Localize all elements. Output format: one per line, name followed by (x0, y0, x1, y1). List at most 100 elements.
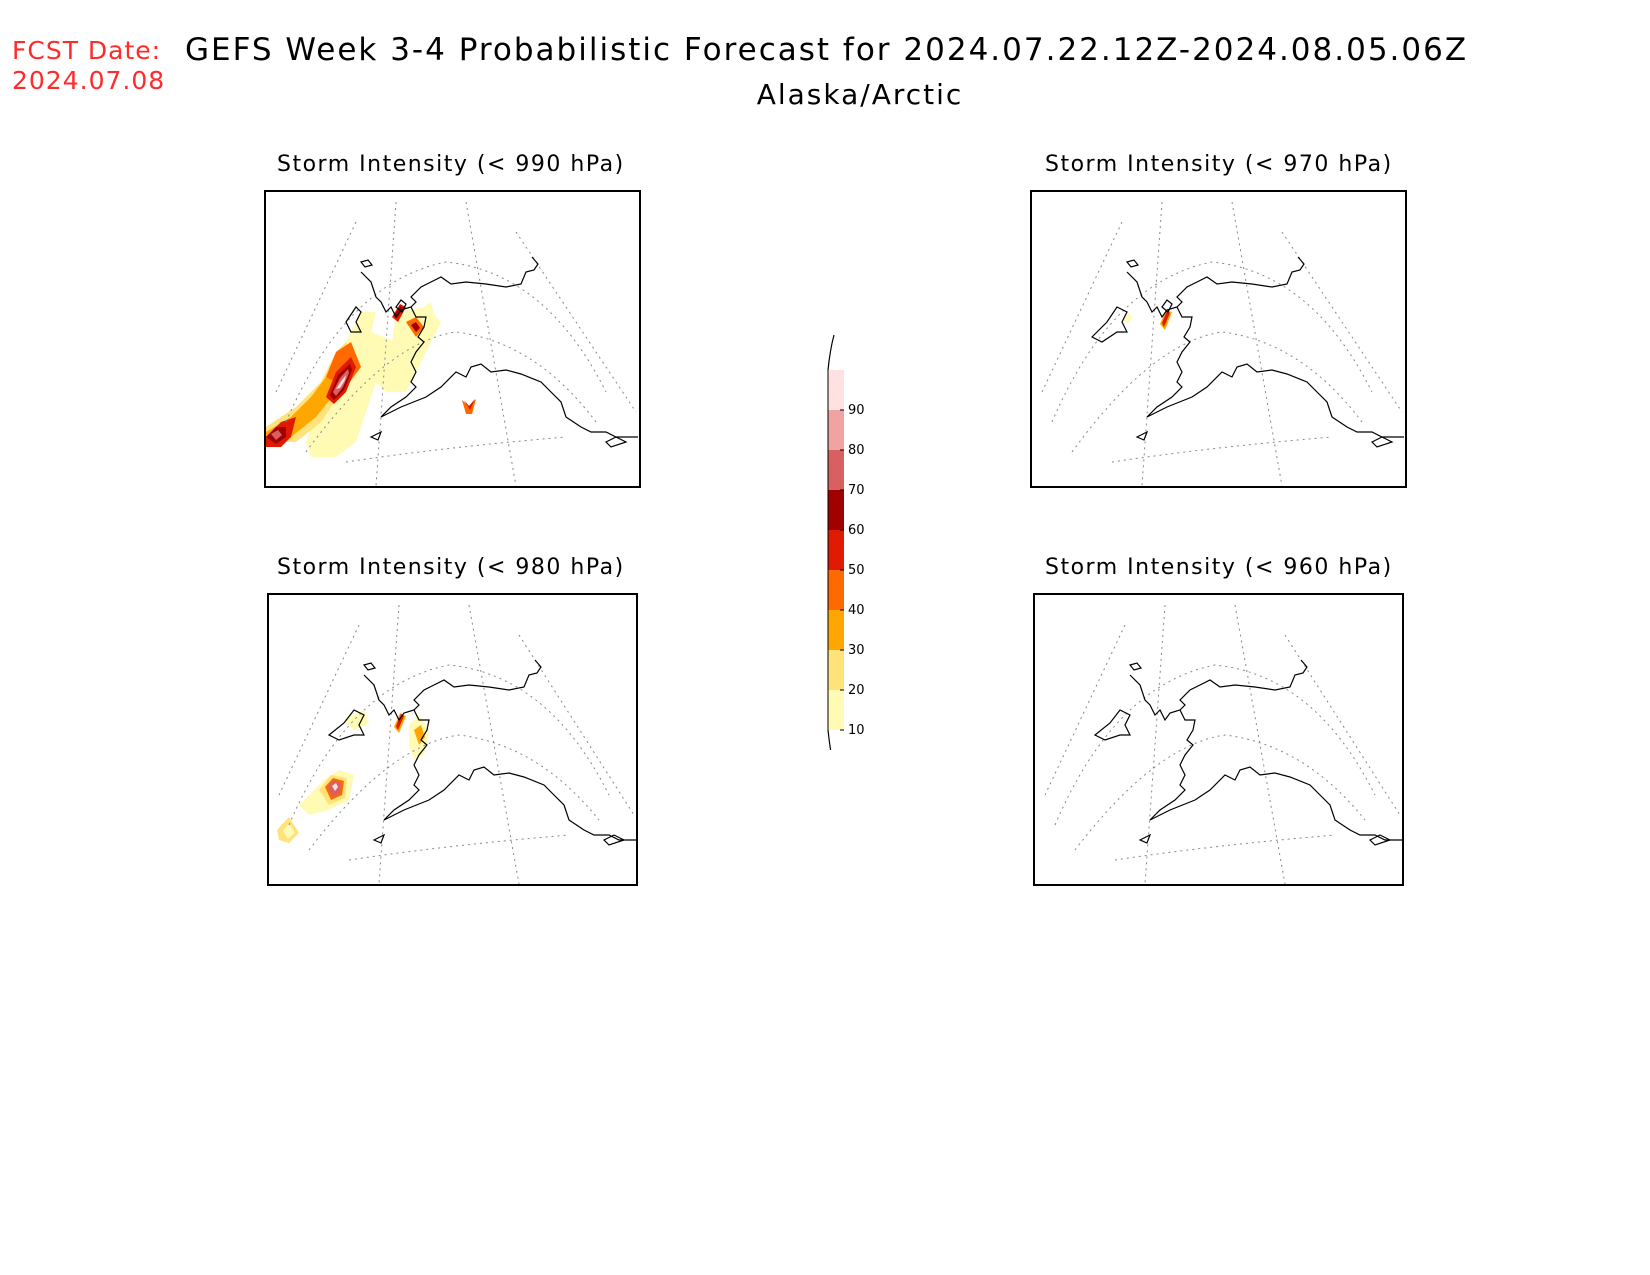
longitude-line (1041, 221, 1123, 393)
alaska-south-coast-path (380, 363, 638, 438)
island-path (395, 299, 407, 313)
probability-shading (277, 710, 429, 843)
colorbar-box-10 (828, 690, 844, 730)
map-panel-970 (1030, 190, 1407, 488)
alaska-coast-path (1126, 256, 1305, 418)
latitude-line (1071, 331, 1363, 453)
peninsula-path (345, 306, 362, 333)
colorbar-bottom-cap (827, 729, 832, 750)
coastline (327, 659, 636, 846)
latitude-line (348, 834, 570, 861)
longitude-line (275, 221, 357, 393)
prob-area-60 (394, 306, 403, 318)
prob-area-60 (411, 322, 420, 332)
island-path (1125, 259, 1140, 268)
prob-area-10 (386, 307, 441, 382)
alaska-south-coast-path (1149, 766, 1402, 841)
colorbar-tick-label: 70 (848, 483, 865, 498)
page-title: GEFS Week 3-4 Probabilistic Forecast for… (185, 32, 1469, 68)
colorbar-tick-label: 50 (848, 563, 865, 578)
region-subtitle: Alaska/Arctic (756, 78, 964, 111)
prob-area-10 (283, 823, 295, 839)
graticule (275, 201, 637, 486)
colorbar-tick-label: 10 (848, 723, 865, 738)
latitude-line (345, 436, 567, 463)
island-path (602, 834, 626, 846)
map-panel-990 (264, 190, 641, 488)
colorbar-box-50 (828, 530, 844, 570)
alaska-south-coast-path (383, 766, 636, 841)
colorbar: 10 20 30 40 50 60 70 80 90 (827, 334, 865, 750)
colorbar-top-cap (827, 334, 835, 371)
colorbar-tick-label: 80 (848, 443, 865, 458)
longitude-line (1234, 604, 1286, 884)
island-path (1128, 662, 1143, 671)
map-panel-960 (1033, 593, 1404, 886)
latitude-line (1111, 436, 1333, 463)
island-path (604, 436, 628, 448)
graticule (1044, 604, 1401, 884)
colorbar-tick-label: 30 (848, 643, 865, 658)
alaska-coast-path (1129, 659, 1308, 821)
forecast-date-label: FCST Date: (12, 36, 162, 65)
longitude-line (1141, 201, 1163, 486)
panel-title-980: Storm Intensity (< 980 hPa) (277, 555, 625, 580)
colorbar-tick-label: 20 (848, 683, 865, 698)
latitude-line (308, 734, 600, 851)
prob-area-90 (332, 783, 338, 791)
latitude-line (305, 331, 597, 453)
latitude-line (1054, 664, 1376, 826)
colorbar-tick-label: 90 (848, 403, 865, 418)
colorbar-box-20 (828, 650, 844, 690)
island-path (372, 833, 386, 844)
alaska-south-coast-path (1146, 363, 1404, 438)
island-path (362, 662, 377, 671)
island-path (1368, 834, 1392, 846)
longitude-line (378, 604, 400, 884)
island-path (1161, 299, 1173, 313)
prob-area-90 (336, 375, 346, 389)
prob-area-50 (396, 714, 404, 730)
colorbar-box-60 (828, 490, 844, 530)
island-path (1138, 833, 1152, 844)
alaska-coast-path (360, 256, 539, 418)
peninsula-path (327, 709, 365, 741)
alaska-coast-path (363, 659, 542, 821)
colorbar-box-80 (828, 410, 844, 450)
colorbar-tick-label: 60 (848, 523, 865, 538)
longitude-line (278, 624, 360, 796)
coastline (1090, 256, 1404, 448)
forecast-date-value: 2024.07.08 (12, 66, 166, 95)
colorbar-box-30 (828, 610, 844, 650)
panel-title-960: Storm Intensity (< 960 hPa) (1045, 555, 1393, 580)
latitude-line (1114, 834, 1336, 861)
panel-title-970: Storm Intensity (< 970 hPa) (1045, 152, 1393, 177)
forecast-date-block: FCST Date: 2024.07.08 (12, 36, 165, 96)
latitude-line (288, 664, 610, 826)
map-990 (266, 201, 638, 486)
probability-shading (1124, 310, 1172, 330)
map-980 (277, 604, 636, 884)
longitude-line (468, 604, 520, 884)
latitude-line (1051, 261, 1373, 423)
map-960 (1044, 604, 1402, 884)
latitude-line (285, 261, 607, 423)
prob-area-10 (306, 312, 396, 457)
coastline (1093, 659, 1402, 846)
island-path (359, 259, 374, 268)
peninsula-path (1090, 306, 1128, 343)
graticule (278, 604, 635, 884)
prob-area-10 (1124, 312, 1132, 324)
longitude-line (1231, 201, 1283, 486)
latitude-line (1074, 734, 1366, 851)
prob-area-50 (1162, 311, 1170, 327)
map-970 (1041, 201, 1404, 486)
island-path (1370, 436, 1394, 448)
graticule (1041, 201, 1403, 486)
probability-shading (266, 302, 476, 457)
longitude-line (1144, 604, 1166, 884)
longitude-line (1044, 624, 1126, 796)
panel-title-990: Storm Intensity (< 990 hPa) (277, 152, 625, 177)
island-path (1135, 430, 1149, 441)
prob-area-50 (464, 399, 475, 410)
